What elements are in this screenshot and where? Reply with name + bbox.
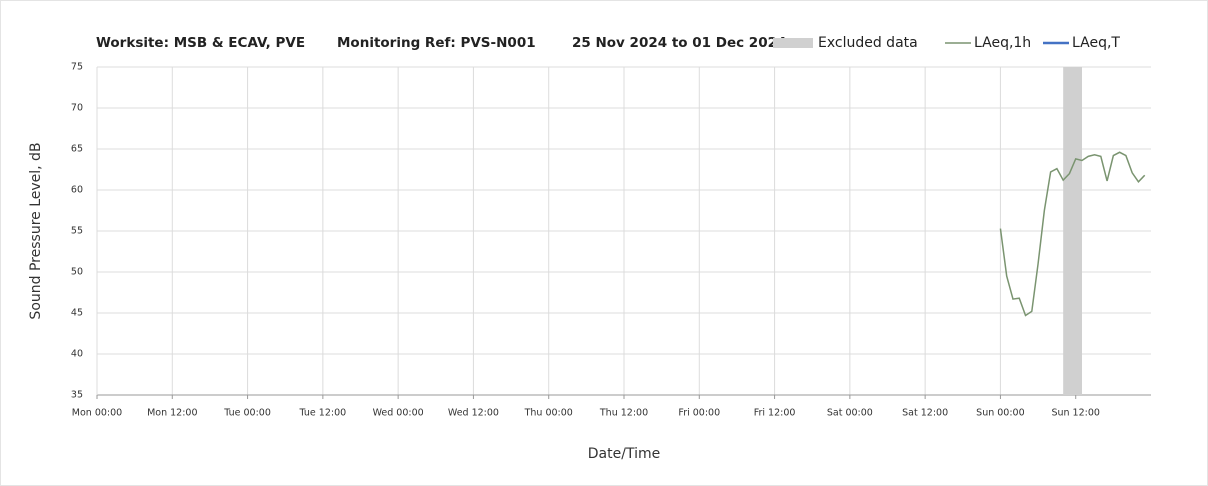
x-tick-label: Sun 00:00: [976, 408, 1024, 419]
legend-label: LAeq,T: [1072, 35, 1120, 51]
chart-title: Worksite: MSB & ECAV, PVE: [96, 35, 305, 51]
y-axis-label: Sound Pressure Level, dB: [28, 142, 44, 319]
legend-label: LAeq,1h: [974, 35, 1031, 51]
y-tick-label: 50: [71, 267, 83, 278]
y-tick-label: 40: [71, 349, 83, 360]
chart-title: 25 Nov 2024 to 01 Dec 2024: [572, 35, 786, 51]
y-tick-label: 45: [71, 308, 83, 319]
x-tick-label: Wed 00:00: [373, 408, 424, 419]
x-tick-label: Thu 12:00: [599, 408, 648, 419]
series-line: [999, 151, 1146, 317]
chart-title: Monitoring Ref: PVS-N001: [337, 35, 536, 51]
excluded-band: [1063, 67, 1082, 395]
x-tick-label: Tue 00:00: [223, 408, 271, 419]
y-tick-label: 65: [71, 144, 83, 155]
y-tick-label: 70: [71, 103, 83, 114]
x-tick-label: Fri 00:00: [678, 408, 720, 419]
y-tick-label: 75: [71, 62, 83, 73]
x-tick-label: Mon 12:00: [147, 408, 197, 419]
x-tick-label: Tue 12:00: [299, 408, 347, 419]
legend-label: Excluded data: [818, 35, 918, 51]
x-tick-label: Sat 12:00: [902, 408, 948, 419]
y-tick-label: 60: [71, 185, 83, 196]
legend-swatch: [773, 38, 813, 48]
x-tick-label: Fri 12:00: [754, 408, 796, 419]
x-tick-label: Wed 12:00: [448, 408, 499, 419]
y-tick-label: 35: [71, 390, 83, 401]
y-tick-label: 55: [71, 226, 83, 237]
x-tick-label: Sun 12:00: [1051, 408, 1099, 419]
x-tick-label: Mon 00:00: [72, 408, 122, 419]
x-tick-label: Thu 00:00: [524, 408, 573, 419]
x-axis-label: Date/Time: [588, 446, 660, 462]
x-tick-label: Sat 00:00: [827, 408, 873, 419]
